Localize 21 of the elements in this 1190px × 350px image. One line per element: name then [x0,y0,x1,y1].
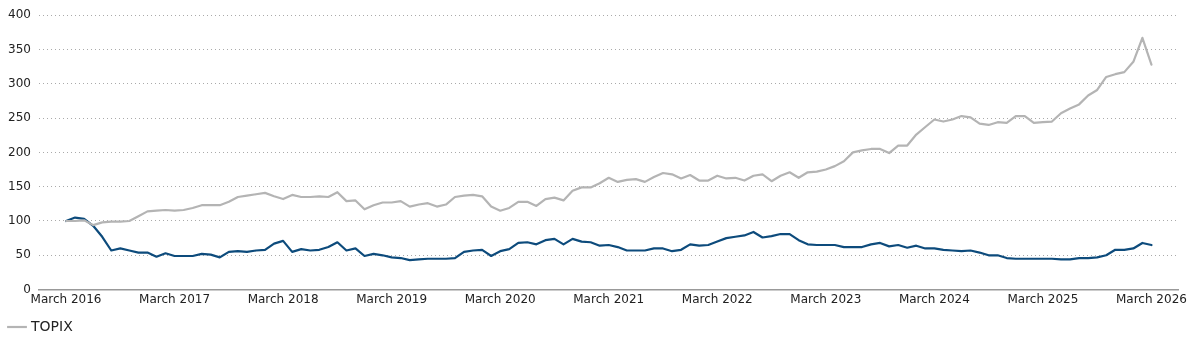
y-tick-label: 150 [8,178,31,193]
y-tick-label: 300 [8,75,31,90]
x-tick-label: March 2019 [356,291,428,306]
x-tick-label: March 2017 [139,291,211,306]
y-tick-label: 400 [8,7,31,22]
y-tick-label: 50 [15,247,31,262]
x-tick-label: March 2024 [898,291,970,306]
y-tick-label: 0 [23,281,31,296]
x-tick-label: March 2025 [1007,291,1079,306]
x-tick-label: March 2021 [573,291,645,306]
y-tick-label: 350 [8,41,31,56]
x-tick-label: March 2020 [464,291,536,306]
x-tick-label: March 2023 [790,291,862,306]
x-tick-label: March 2026 [1115,291,1187,306]
x-tick-label: March 2018 [247,291,319,306]
x-tick-label: March 2016 [30,291,102,306]
y-tick-label: 100 [8,213,31,228]
legend-label: TOPIX [30,317,74,334]
y-tick-label: 250 [8,110,31,125]
x-tick-label: March 2022 [681,291,753,306]
y-tick-label: 200 [8,144,31,159]
